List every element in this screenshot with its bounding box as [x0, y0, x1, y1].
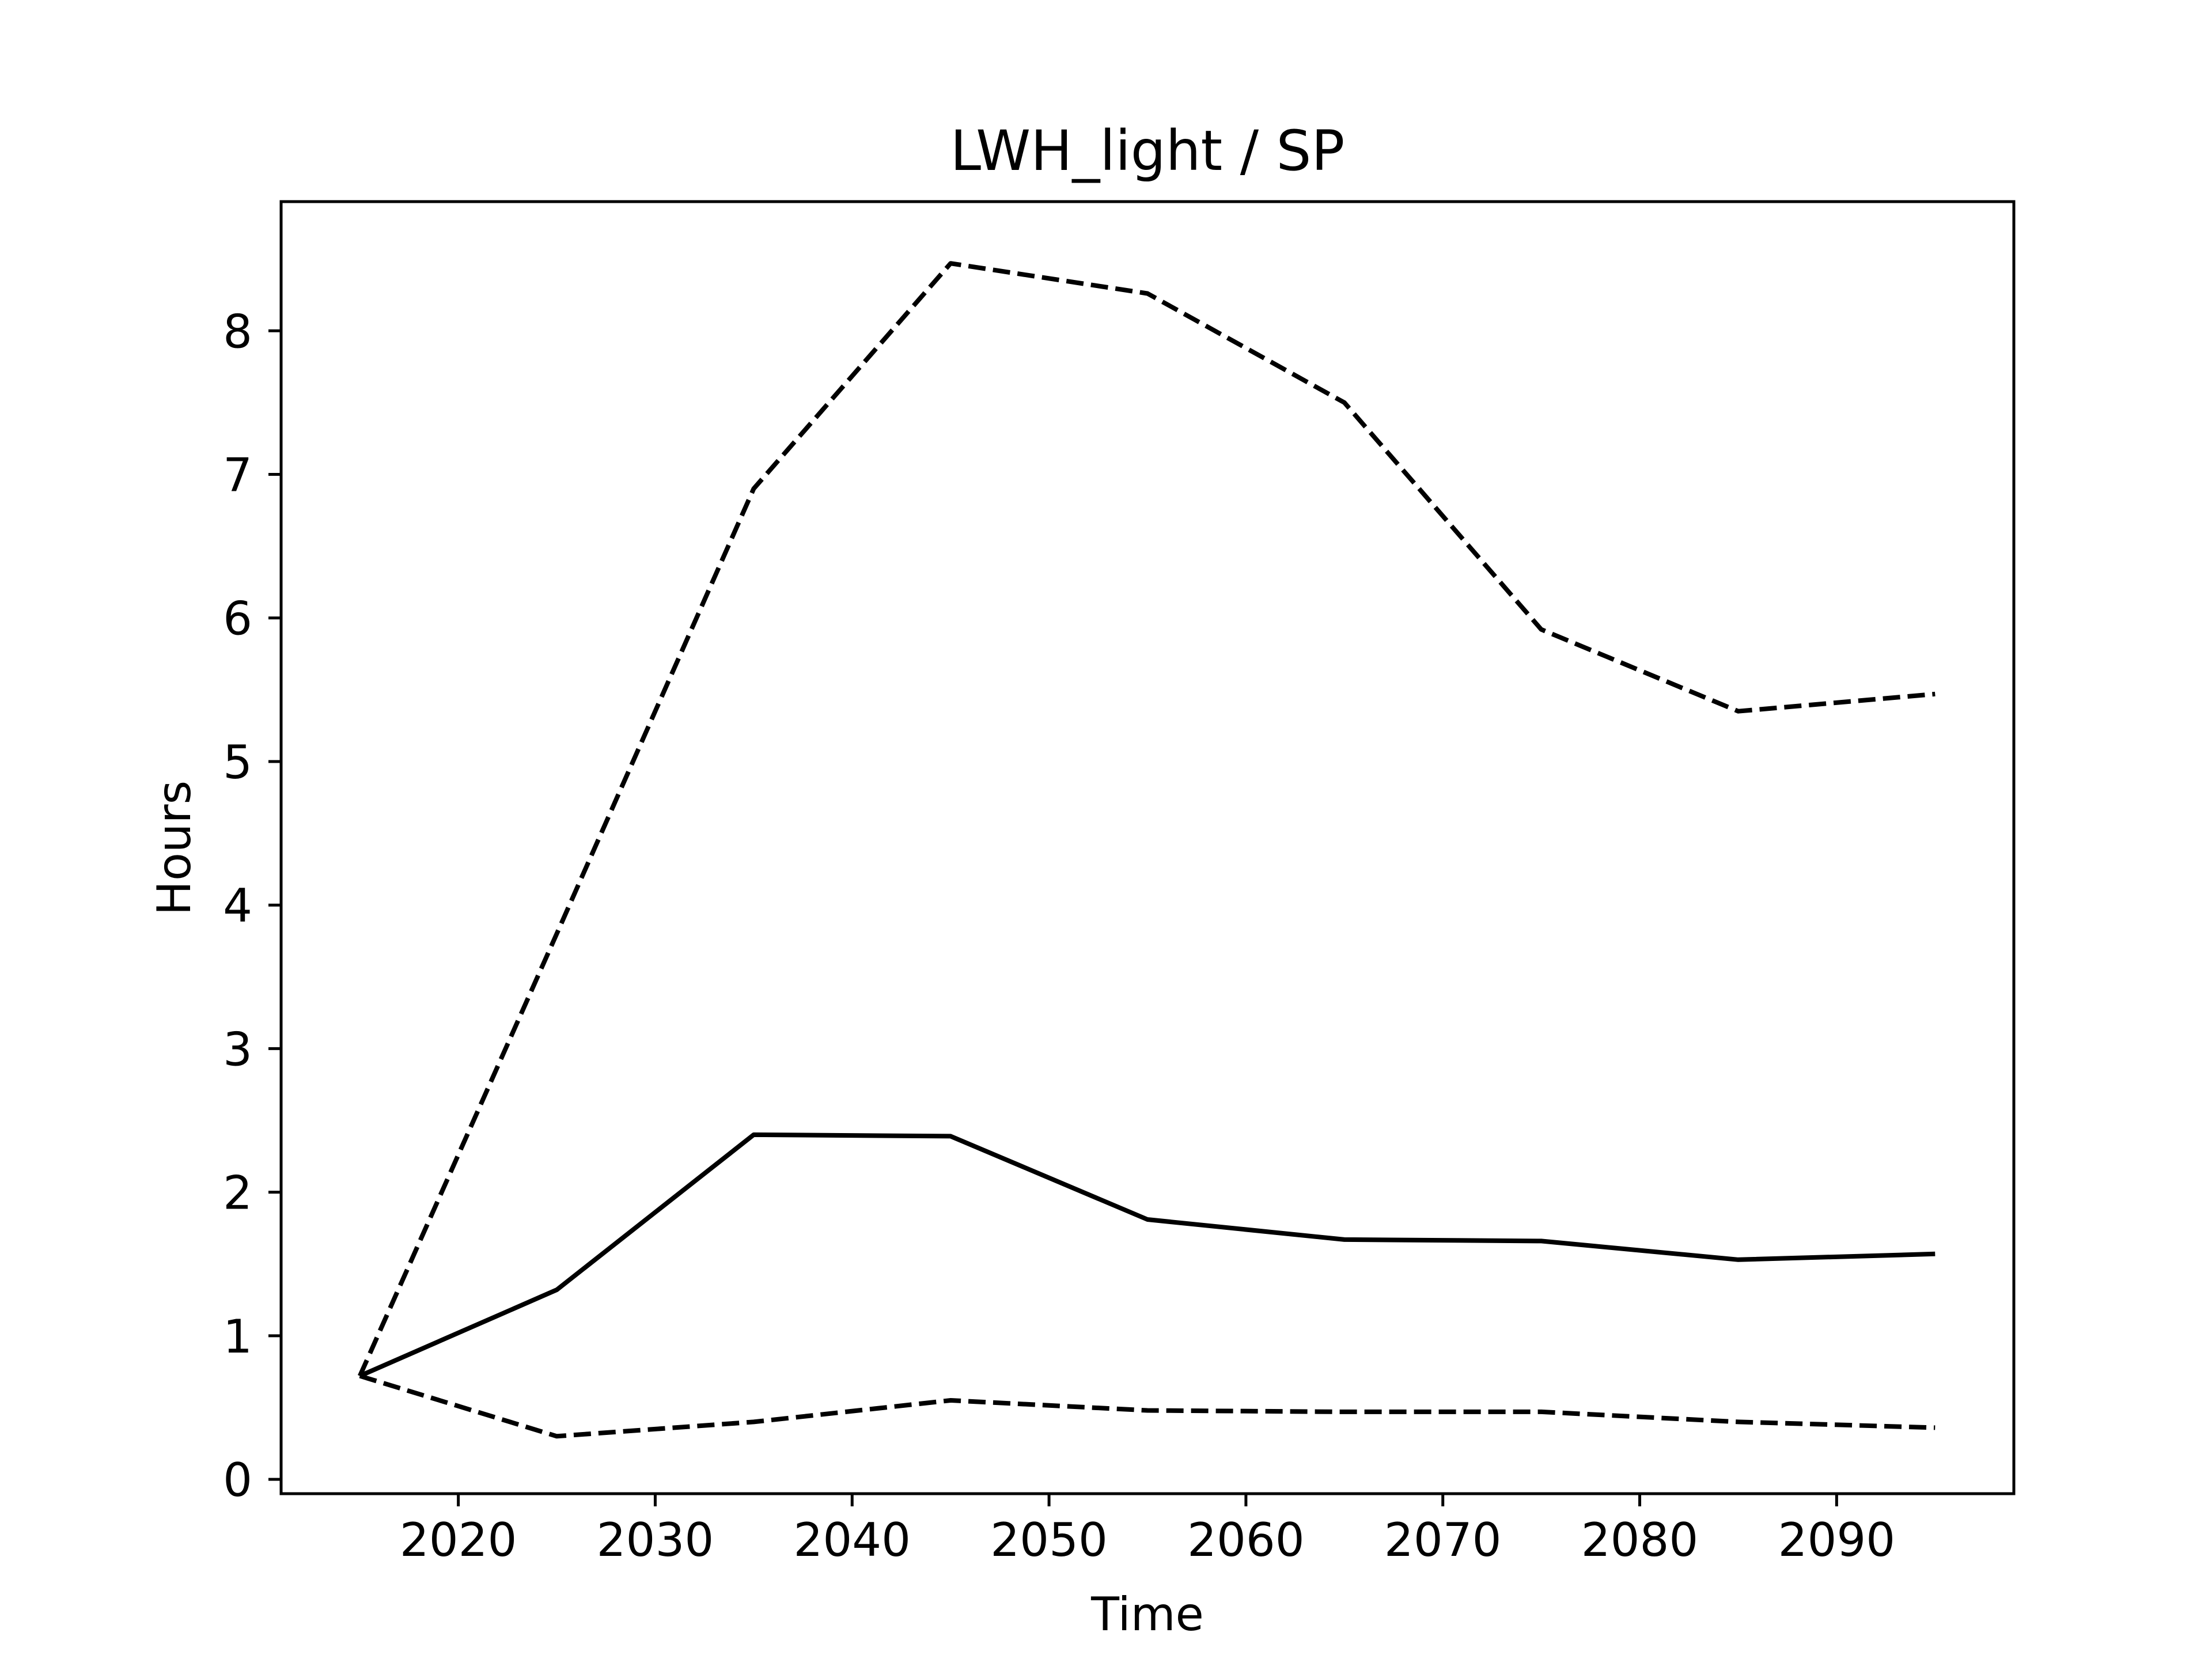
y-tick-label: 1: [223, 1310, 252, 1363]
series-line-2: [358, 261, 1936, 1377]
series-line-3: [359, 1373, 1936, 1439]
x-tick-label: 2080: [1581, 1513, 1699, 1567]
y-axis-label: Hours: [147, 781, 201, 915]
y-tick-label: 8: [223, 305, 252, 358]
y-tick-label: 2: [223, 1166, 252, 1220]
y-axis: 0 1 2 3 4 5 6 7 8: [223, 305, 281, 1507]
x-tick-label: 2060: [1187, 1513, 1305, 1567]
y-tick-label: 3: [223, 1022, 252, 1076]
chart-title: LWH_light / SP: [950, 119, 1345, 183]
x-tick-label: 2020: [400, 1513, 517, 1567]
x-tick-label: 2040: [793, 1513, 911, 1567]
y-tick-label: 4: [223, 879, 252, 933]
x-tick-label: 2090: [1778, 1513, 1896, 1567]
series-layer: [358, 261, 1936, 1439]
y-tick-label: 7: [223, 449, 252, 502]
x-tick-label: 2050: [990, 1513, 1108, 1567]
y-tick-label: 5: [223, 736, 252, 789]
x-tick-label: 2070: [1384, 1513, 1502, 1567]
plot-frame: [279, 200, 2016, 1495]
y-tick-label: 0: [223, 1453, 252, 1507]
y-tick-label: 6: [223, 592, 252, 646]
series-line-1: [359, 1132, 1936, 1378]
x-axis: 2020 2030 2040 2050 2060 2070 2080 2090: [400, 1494, 1895, 1567]
x-axis-label: Time: [1090, 1588, 1204, 1641]
x-tick-label: 2030: [597, 1513, 714, 1567]
